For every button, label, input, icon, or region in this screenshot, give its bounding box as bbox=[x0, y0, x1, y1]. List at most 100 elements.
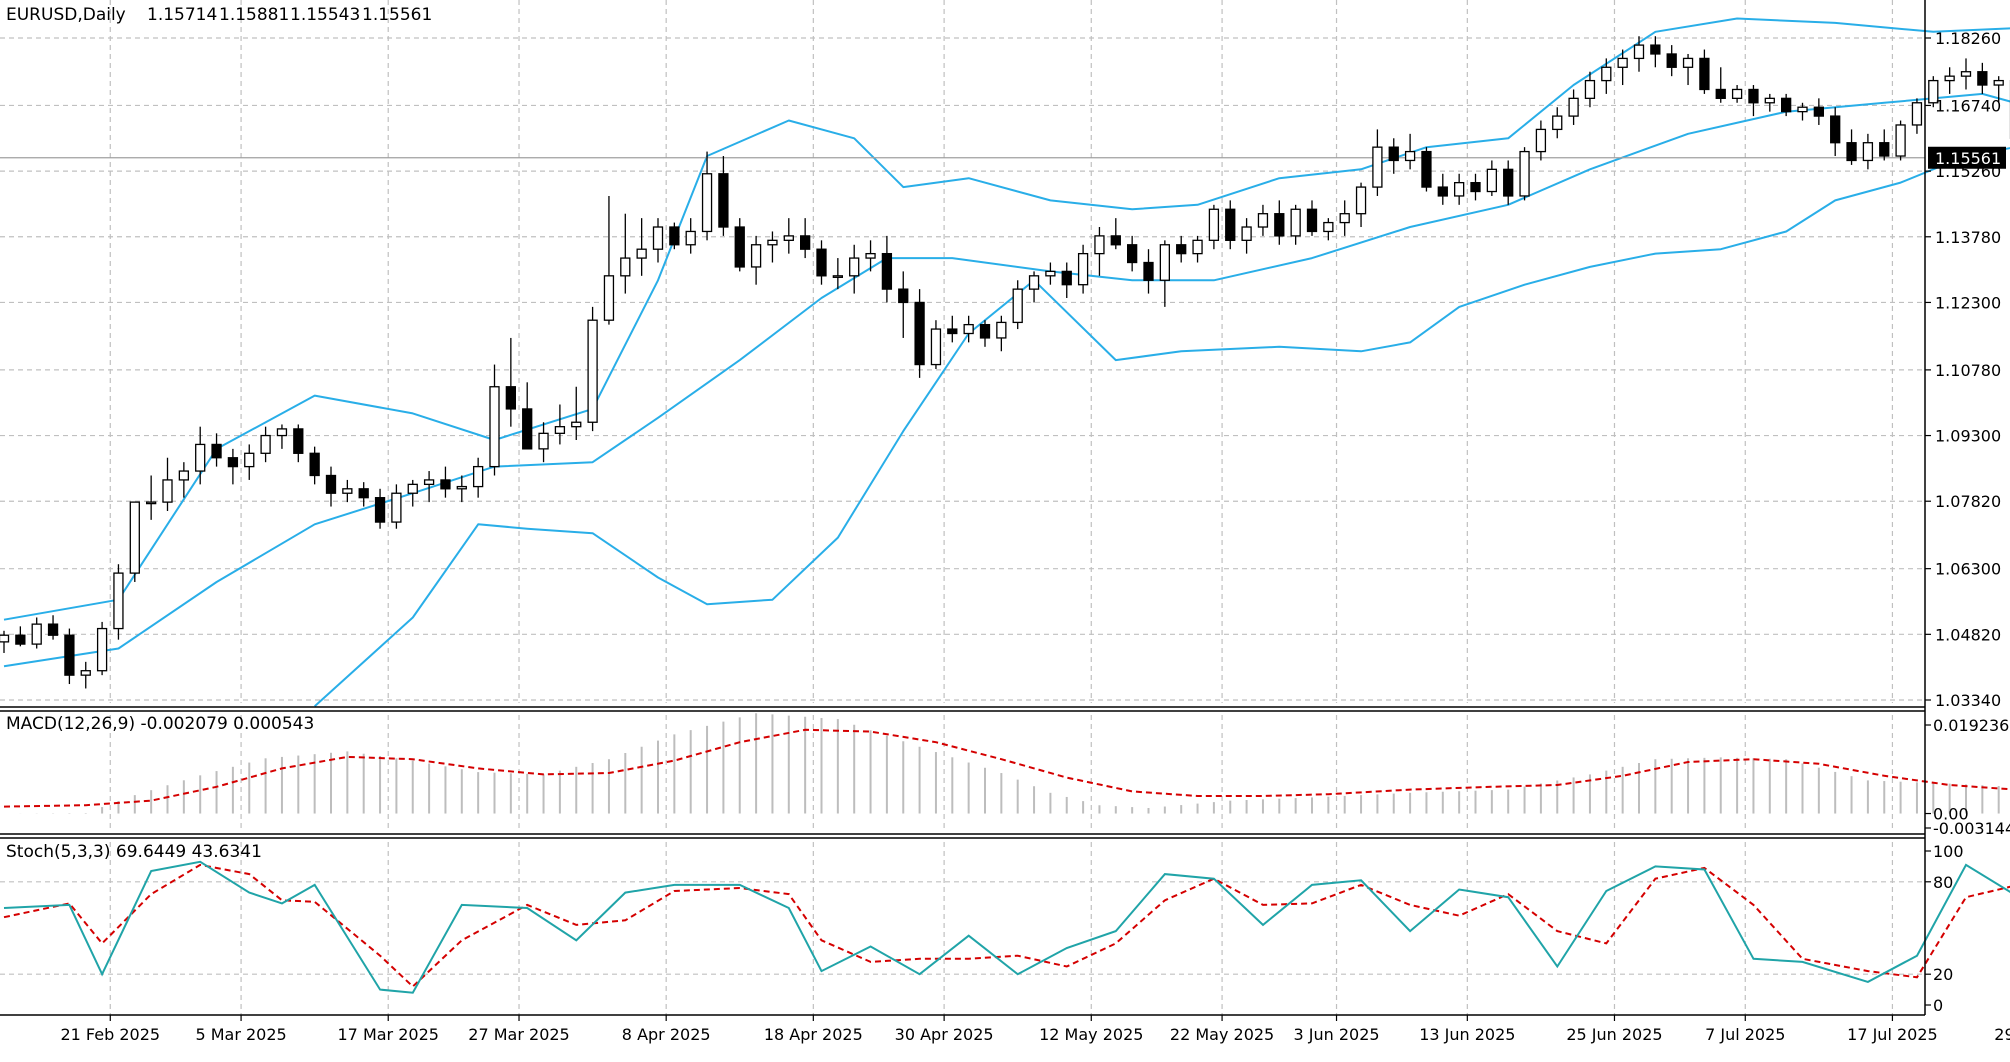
candle[interactable] bbox=[1355, 182, 1367, 228]
candle[interactable] bbox=[145, 475, 157, 520]
candle[interactable] bbox=[423, 471, 435, 503]
candle[interactable] bbox=[80, 661, 91, 689]
candle[interactable] bbox=[750, 235, 762, 285]
candle[interactable] bbox=[881, 235, 893, 303]
candle[interactable] bbox=[734, 218, 745, 272]
candle[interactable] bbox=[1977, 62, 1988, 94]
candle[interactable] bbox=[1552, 107, 1563, 139]
candle[interactable] bbox=[1306, 200, 1318, 236]
candle[interactable] bbox=[15, 626, 26, 647]
candle[interactable] bbox=[685, 218, 696, 254]
candle[interactable] bbox=[554, 404, 566, 445]
candle[interactable] bbox=[1960, 58, 1972, 90]
candle[interactable] bbox=[1012, 280, 1023, 330]
candle[interactable] bbox=[391, 484, 402, 529]
candle[interactable] bbox=[227, 448, 239, 485]
candle[interactable] bbox=[1339, 200, 1350, 236]
candle[interactable] bbox=[1879, 129, 1890, 161]
candle[interactable] bbox=[1633, 36, 1645, 72]
candle[interactable] bbox=[407, 479, 418, 507]
candle[interactable] bbox=[456, 475, 467, 503]
candle[interactable] bbox=[636, 218, 647, 276]
candle[interactable] bbox=[162, 457, 173, 511]
candle[interactable] bbox=[1699, 49, 1710, 94]
candle[interactable] bbox=[1077, 244, 1089, 294]
candle[interactable] bbox=[178, 462, 190, 498]
candle[interactable] bbox=[865, 240, 876, 272]
candle[interactable] bbox=[1437, 173, 1448, 205]
candle[interactable] bbox=[96, 621, 108, 676]
candle[interactable] bbox=[669, 222, 680, 250]
candle[interactable] bbox=[358, 482, 369, 507]
candle[interactable] bbox=[244, 444, 255, 480]
candle[interactable] bbox=[767, 231, 778, 263]
candle[interactable] bbox=[1911, 98, 1923, 134]
candle[interactable] bbox=[1682, 53, 1694, 86]
candle[interactable] bbox=[1650, 36, 1661, 68]
candle[interactable] bbox=[522, 382, 533, 450]
candle[interactable] bbox=[195, 426, 206, 485]
candle[interactable] bbox=[1028, 271, 1040, 303]
candle[interactable] bbox=[963, 315, 974, 343]
candle[interactable] bbox=[1503, 160, 1514, 205]
candle[interactable] bbox=[1094, 227, 1105, 276]
candle[interactable] bbox=[1127, 235, 1138, 272]
candle[interactable] bbox=[1519, 147, 1530, 201]
candle[interactable] bbox=[1404, 133, 1416, 170]
candle[interactable] bbox=[325, 466, 337, 507]
candle[interactable] bbox=[505, 337, 517, 427]
candle[interactable] bbox=[1731, 85, 1743, 103]
candle[interactable] bbox=[652, 218, 664, 263]
candle[interactable] bbox=[1944, 67, 1955, 94]
candle[interactable] bbox=[1061, 262, 1072, 299]
candle[interactable] bbox=[1813, 98, 1824, 125]
candle[interactable] bbox=[1830, 107, 1841, 157]
candle[interactable] bbox=[1388, 138, 1399, 174]
candle[interactable] bbox=[603, 195, 615, 325]
candle[interactable] bbox=[1584, 71, 1596, 108]
candle[interactable] bbox=[374, 488, 386, 529]
candle[interactable] bbox=[1715, 67, 1726, 103]
candle[interactable] bbox=[1208, 204, 1220, 250]
candle[interactable] bbox=[701, 151, 713, 241]
candle[interactable] bbox=[1928, 76, 1939, 108]
candle[interactable] bbox=[979, 320, 991, 347]
candle[interactable] bbox=[0, 630, 10, 653]
candle[interactable] bbox=[718, 156, 729, 236]
candle[interactable] bbox=[620, 213, 631, 294]
candle[interactable] bbox=[898, 271, 909, 338]
macd-panel[interactable] bbox=[3, 713, 2010, 817]
candle[interactable] bbox=[587, 306, 598, 432]
candle[interactable] bbox=[1846, 129, 1857, 165]
candle[interactable] bbox=[260, 426, 271, 463]
candle[interactable] bbox=[1797, 102, 1808, 121]
candle[interactable] bbox=[129, 501, 140, 582]
candle[interactable] bbox=[930, 320, 942, 369]
candle[interactable] bbox=[996, 315, 1007, 352]
candle[interactable] bbox=[914, 289, 925, 378]
candle[interactable] bbox=[1486, 160, 1497, 196]
candle[interactable] bbox=[849, 244, 860, 294]
candle[interactable] bbox=[571, 386, 582, 440]
candle[interactable] bbox=[1176, 235, 1187, 263]
candle[interactable] bbox=[276, 424, 288, 449]
candle[interactable] bbox=[1666, 45, 1677, 77]
candle[interactable] bbox=[309, 446, 320, 485]
candle[interactable] bbox=[800, 218, 811, 259]
candle[interactable] bbox=[1159, 240, 1170, 307]
candle[interactable] bbox=[1617, 49, 1628, 86]
candle[interactable] bbox=[1748, 85, 1759, 117]
candle[interactable] bbox=[31, 617, 42, 649]
candle[interactable] bbox=[1470, 173, 1481, 201]
price-panel[interactable] bbox=[0, 17, 2010, 707]
candle[interactable] bbox=[1764, 93, 1775, 112]
candle[interactable] bbox=[211, 433, 222, 467]
candle[interactable] bbox=[1241, 218, 1252, 254]
candle[interactable] bbox=[1257, 204, 1269, 236]
candle[interactable] bbox=[1225, 200, 1236, 250]
candle[interactable] bbox=[293, 424, 304, 463]
candle[interactable] bbox=[783, 218, 794, 254]
candle[interactable] bbox=[1421, 147, 1432, 192]
candle[interactable] bbox=[1454, 173, 1465, 205]
